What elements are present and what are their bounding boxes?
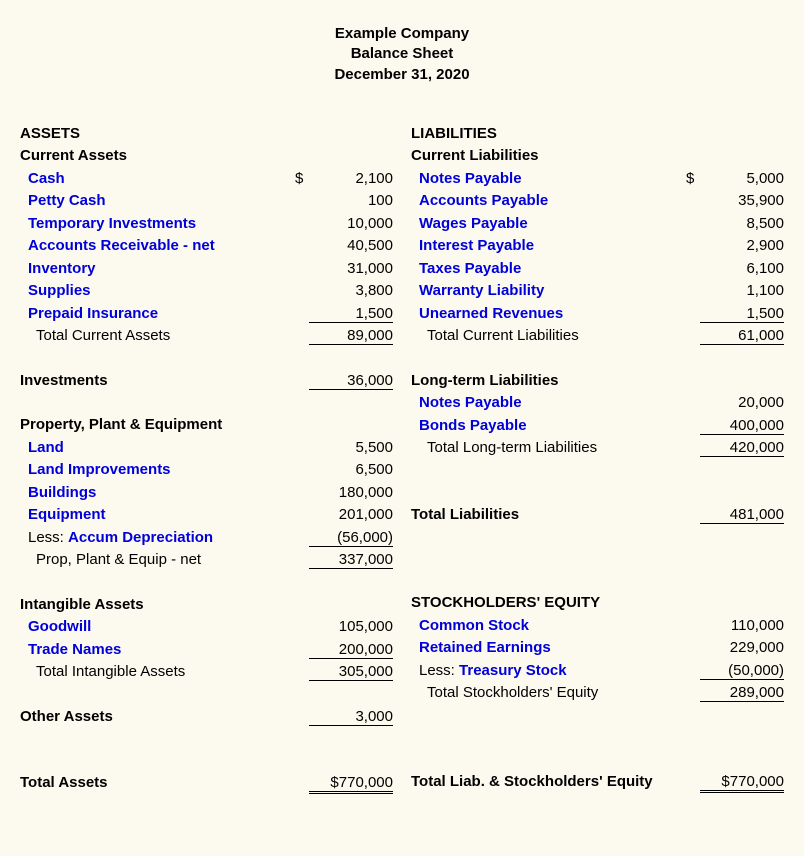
- assets-column: ASSETS Current Assets Cash $2,100 Petty …: [20, 125, 393, 797]
- line-item-value: 180,000: [309, 484, 393, 501]
- less-accum-dep-value: (56,000): [309, 529, 393, 547]
- total-equity-label: Total Stockholders' Equity: [411, 684, 700, 701]
- line-item-label[interactable]: Retained Earnings: [411, 639, 700, 656]
- line-item-value: 1,500: [309, 305, 393, 323]
- line-item-label[interactable]: Land: [20, 439, 309, 456]
- line-item-value: 3,800: [309, 282, 393, 299]
- ppe-heading: Property, Plant & Equipment: [20, 416, 393, 433]
- line-item-value: 2,900: [700, 237, 784, 254]
- line-item-value: 1,100: [700, 282, 784, 299]
- line-item-value: 100: [309, 192, 393, 209]
- ppe-net-label: Prop, Plant & Equip - net: [20, 551, 309, 568]
- total-assets-label: Total Assets: [20, 774, 309, 791]
- line-item-label[interactable]: Bonds Payable: [411, 417, 700, 434]
- line-item-value: 35,900: [700, 192, 784, 209]
- line-item-value: 40,500: [309, 237, 393, 254]
- report-title: Balance Sheet: [20, 44, 784, 64]
- line-item-value: 200,000: [309, 641, 393, 659]
- longterm-liab-heading: Long-term Liabilities: [411, 372, 784, 389]
- report-date: December 31, 2020: [20, 65, 784, 85]
- equity-heading: STOCKHOLDERS' EQUITY: [411, 594, 784, 611]
- other-assets-label: Other Assets: [20, 708, 309, 725]
- line-item-value: 31,000: [309, 260, 393, 277]
- line-item-label[interactable]: Goodwill: [20, 618, 309, 635]
- line-item-label[interactable]: Equipment: [20, 506, 309, 523]
- line-item-value: 8,500: [700, 215, 784, 232]
- line-item-label[interactable]: Accounts Payable: [411, 192, 700, 209]
- investments-label: Investments: [20, 372, 309, 389]
- company-name: Example Company: [20, 24, 784, 44]
- line-item-label[interactable]: Notes Payable: [411, 170, 700, 187]
- total-intangible-value: 305,000: [309, 663, 393, 681]
- less-accum-dep: Less: Accum Depreciation: [20, 529, 309, 546]
- line-item-label[interactable]: Buildings: [20, 484, 309, 501]
- total-longterm-liab-label: Total Long-term Liabilities: [411, 439, 700, 456]
- total-longterm-liab-value: 420,000: [700, 439, 784, 457]
- line-item-label[interactable]: Cash: [20, 170, 309, 187]
- total-assets-value: $770,000: [309, 774, 393, 792]
- liabilities-heading: LIABILITIES: [411, 125, 784, 142]
- header: Example Company Balance Sheet December 3…: [20, 24, 784, 85]
- line-item-label[interactable]: Supplies: [20, 282, 309, 299]
- total-current-assets-label: Total Current Assets: [20, 327, 309, 344]
- line-item-label[interactable]: Notes Payable: [411, 394, 700, 411]
- line-item-value: 201,000: [309, 506, 393, 523]
- line-item-label[interactable]: Land Improvements: [20, 461, 309, 478]
- grand-total-label: Total Liab. & Stockholders' Equity: [411, 773, 700, 790]
- line-item-label[interactable]: Warranty Liability: [411, 282, 700, 299]
- line-item-label[interactable]: Inventory: [20, 260, 309, 277]
- line-item-label[interactable]: Prepaid Insurance: [20, 305, 309, 322]
- less-treasury-value: (50,000): [700, 662, 784, 680]
- line-item-label[interactable]: Trade Names: [20, 641, 309, 658]
- line-item-value: 105,000: [309, 618, 393, 635]
- total-current-liab-label: Total Current Liabilities: [411, 327, 700, 344]
- less-treasury: Less: Treasury Stock: [411, 662, 700, 679]
- total-current-liab-value: 61,000: [700, 327, 784, 345]
- current-assets-heading: Current Assets: [20, 147, 393, 164]
- assets-heading: ASSETS: [20, 125, 393, 142]
- balance-sheet: Example Company Balance Sheet December 3…: [0, 0, 804, 856]
- line-item-value: $5,000: [700, 170, 784, 187]
- line-item-label[interactable]: Temporary Investments: [20, 215, 309, 232]
- liabilities-equity-column: LIABILITIES Current Liabilities Notes Pa…: [411, 125, 784, 797]
- line-item-value: 229,000: [700, 639, 784, 656]
- line-item-label[interactable]: Taxes Payable: [411, 260, 700, 277]
- line-item-value: 400,000: [700, 417, 784, 435]
- ppe-net-value: 337,000: [309, 551, 393, 569]
- line-item-value: 6,100: [700, 260, 784, 277]
- total-liab-value: 481,000: [700, 506, 784, 524]
- line-item-value: $2,100: [309, 170, 393, 187]
- line-item-label[interactable]: Common Stock: [411, 617, 700, 634]
- line-item-label[interactable]: Wages Payable: [411, 215, 700, 232]
- line-item-value: 1,500: [700, 305, 784, 323]
- total-current-assets-value: 89,000: [309, 327, 393, 345]
- total-liab-label: Total Liabilities: [411, 506, 700, 523]
- line-item-value: 110,000: [700, 617, 784, 634]
- grand-total-value: $770,000: [700, 773, 784, 791]
- total-intangible-label: Total Intangible Assets: [20, 663, 309, 680]
- line-item-label[interactable]: Accounts Receivable - net: [20, 237, 309, 254]
- line-item-value: 5,500: [309, 439, 393, 456]
- line-item-label[interactable]: Unearned Revenues: [411, 305, 700, 322]
- line-item-value: 6,500: [309, 461, 393, 478]
- current-liab-heading: Current Liabilities: [411, 147, 784, 164]
- other-assets-value: 3,000: [309, 708, 393, 726]
- total-equity-value: 289,000: [700, 684, 784, 702]
- intangible-heading: Intangible Assets: [20, 596, 393, 613]
- line-item-value: 20,000: [700, 394, 784, 411]
- investments-value: 36,000: [309, 372, 393, 390]
- line-item-label[interactable]: Interest Payable: [411, 237, 700, 254]
- line-item-label[interactable]: Petty Cash: [20, 192, 309, 209]
- line-item-value: 10,000: [309, 215, 393, 232]
